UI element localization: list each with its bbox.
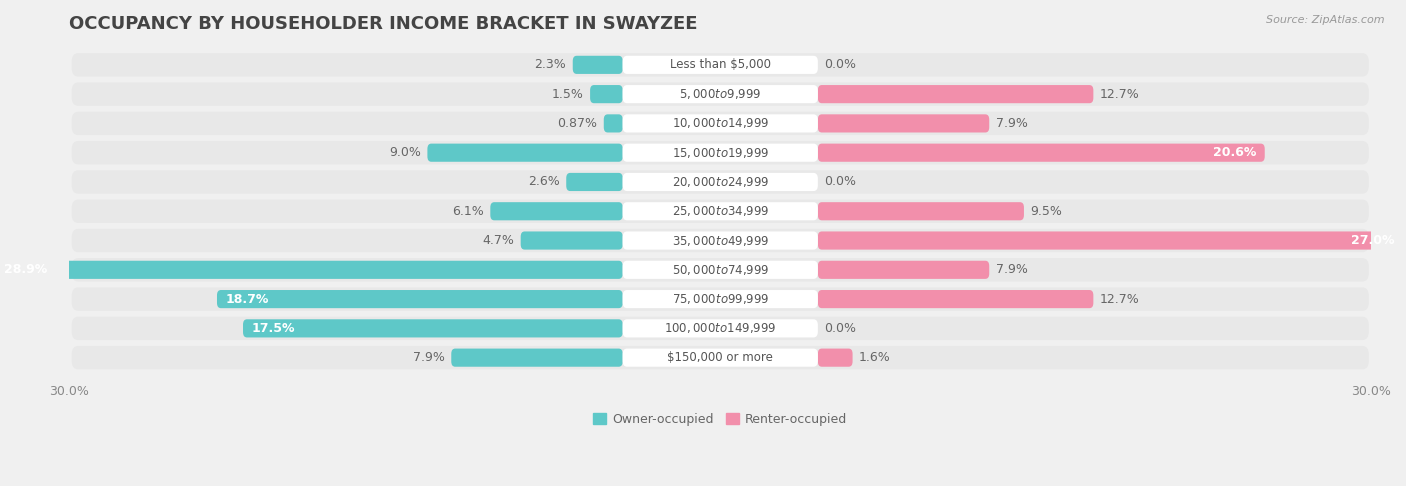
FancyBboxPatch shape [818,144,1265,162]
Text: 7.9%: 7.9% [995,117,1028,130]
FancyBboxPatch shape [623,260,818,279]
FancyBboxPatch shape [623,114,818,133]
FancyBboxPatch shape [72,83,1369,106]
FancyBboxPatch shape [72,229,1369,252]
FancyBboxPatch shape [623,173,818,191]
Text: $15,000 to $19,999: $15,000 to $19,999 [672,146,769,160]
Text: 0.0%: 0.0% [824,58,856,71]
Text: 17.5%: 17.5% [252,322,295,335]
FancyBboxPatch shape [567,173,623,191]
Text: 18.7%: 18.7% [226,293,269,306]
Text: 12.7%: 12.7% [1099,87,1140,101]
Text: 28.9%: 28.9% [4,263,48,277]
FancyBboxPatch shape [72,317,1369,340]
FancyBboxPatch shape [217,290,623,308]
FancyBboxPatch shape [72,170,1369,194]
Text: 9.5%: 9.5% [1031,205,1063,218]
FancyBboxPatch shape [72,346,1369,369]
Text: 7.9%: 7.9% [995,263,1028,277]
FancyBboxPatch shape [451,348,623,367]
Text: 7.9%: 7.9% [413,351,444,364]
Text: 6.1%: 6.1% [453,205,484,218]
Text: Less than $5,000: Less than $5,000 [669,58,770,71]
Text: OCCUPANCY BY HOUSEHOLDER INCOME BRACKET IN SWAYZEE: OCCUPANCY BY HOUSEHOLDER INCOME BRACKET … [69,15,697,33]
FancyBboxPatch shape [623,202,818,220]
FancyBboxPatch shape [818,114,990,133]
Text: 2.3%: 2.3% [534,58,567,71]
FancyBboxPatch shape [623,85,818,103]
FancyBboxPatch shape [72,258,1369,281]
Text: $75,000 to $99,999: $75,000 to $99,999 [672,292,769,306]
FancyBboxPatch shape [818,260,990,279]
Text: 20.6%: 20.6% [1213,146,1256,159]
FancyBboxPatch shape [72,287,1369,311]
FancyBboxPatch shape [818,202,1024,220]
FancyBboxPatch shape [72,112,1369,135]
Text: $150,000 or more: $150,000 or more [668,351,773,364]
FancyBboxPatch shape [818,348,852,367]
Text: 12.7%: 12.7% [1099,293,1140,306]
FancyBboxPatch shape [243,319,623,337]
FancyBboxPatch shape [623,56,818,74]
FancyBboxPatch shape [427,144,623,162]
Text: $5,000 to $9,999: $5,000 to $9,999 [679,87,762,101]
Text: 27.0%: 27.0% [1351,234,1395,247]
FancyBboxPatch shape [623,290,818,308]
Text: 0.87%: 0.87% [557,117,598,130]
FancyBboxPatch shape [72,141,1369,164]
Text: $100,000 to $149,999: $100,000 to $149,999 [664,321,776,335]
Legend: Owner-occupied, Renter-occupied: Owner-occupied, Renter-occupied [588,408,852,431]
FancyBboxPatch shape [591,85,623,103]
FancyBboxPatch shape [623,348,818,367]
Text: $25,000 to $34,999: $25,000 to $34,999 [672,204,769,218]
FancyBboxPatch shape [520,231,623,250]
Text: $50,000 to $74,999: $50,000 to $74,999 [672,263,769,277]
FancyBboxPatch shape [818,85,1094,103]
Text: $35,000 to $49,999: $35,000 to $49,999 [672,234,769,247]
FancyBboxPatch shape [818,231,1403,250]
FancyBboxPatch shape [623,319,818,337]
FancyBboxPatch shape [0,260,623,279]
FancyBboxPatch shape [603,114,623,133]
FancyBboxPatch shape [623,144,818,162]
FancyBboxPatch shape [623,231,818,250]
FancyBboxPatch shape [72,200,1369,223]
Text: 2.6%: 2.6% [529,175,560,189]
Text: Source: ZipAtlas.com: Source: ZipAtlas.com [1267,15,1385,25]
FancyBboxPatch shape [572,56,623,74]
Text: 1.5%: 1.5% [551,87,583,101]
FancyBboxPatch shape [818,290,1094,308]
Text: 0.0%: 0.0% [824,322,856,335]
Text: 4.7%: 4.7% [482,234,515,247]
FancyBboxPatch shape [72,53,1369,77]
Text: $10,000 to $14,999: $10,000 to $14,999 [672,117,769,130]
Text: 0.0%: 0.0% [824,175,856,189]
Text: 9.0%: 9.0% [389,146,420,159]
Text: $20,000 to $24,999: $20,000 to $24,999 [672,175,769,189]
FancyBboxPatch shape [491,202,623,220]
Text: 1.6%: 1.6% [859,351,891,364]
